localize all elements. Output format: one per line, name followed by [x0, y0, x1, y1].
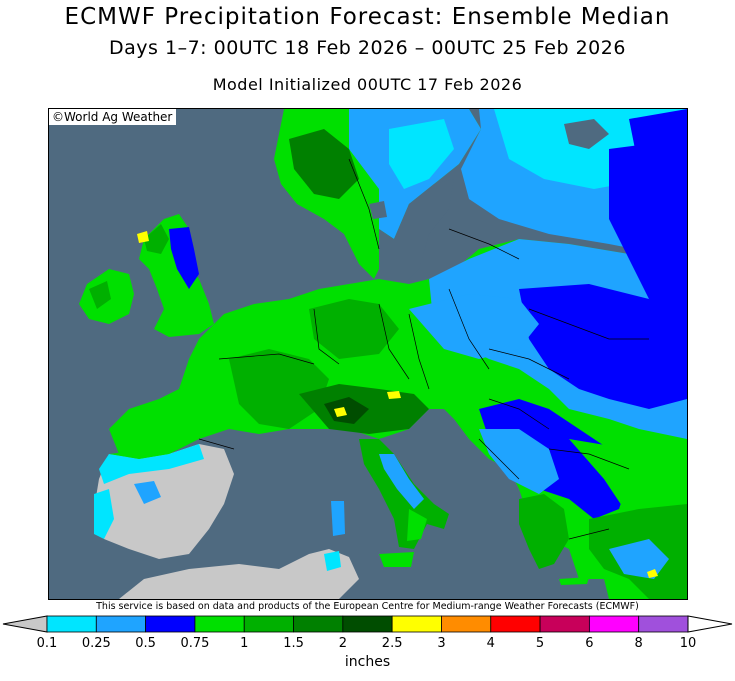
turkey-yellow: [647, 569, 658, 578]
scale-label: 3: [437, 636, 446, 651]
crete: [559, 577, 589, 585]
forecast-period: Days 1–7: 00UTC 18 Feb 2026 – 00UTC 25 F…: [109, 37, 626, 59]
scale-label: 0.1: [36, 636, 58, 651]
balkans-lightblue: [479, 429, 559, 494]
sicily: [379, 552, 414, 567]
scale-label: 10: [679, 636, 697, 651]
scale-swatch: [145, 615, 196, 633]
model-init-time: Model Initialized 00UTC 17 Feb 2026: [212, 75, 523, 94]
scale-swatch: [391, 615, 442, 633]
scale-label: 6: [585, 636, 594, 651]
scotland-darkgreen: [144, 224, 169, 254]
scale-label: 0.5: [135, 636, 156, 651]
baltic-sea: [379, 179, 454, 289]
scale-label: 5: [535, 636, 545, 651]
iberia-blue: [134, 481, 161, 504]
copyright-label: ©World Ag Weather: [49, 109, 177, 125]
france-darkgreen: [229, 349, 329, 429]
scale-label: 2: [338, 636, 347, 651]
russia-blue: [609, 139, 687, 319]
greece: [519, 494, 569, 569]
color-scale-labels: 0.1 0.25 0.5 0.75 1 1.5 2 2.5 3 4 5 6 8 10: [0, 636, 735, 656]
iberia-west-cyan: [94, 489, 114, 539]
iberia-north-cyan: [99, 444, 204, 484]
north-africa: [119, 549, 359, 599]
scale-swatch: [539, 615, 590, 633]
white-sea-grey: [564, 119, 609, 149]
romania-green: [569, 439, 687, 529]
map-title: ECMWF Precipitation Forecast: Ensemble M…: [64, 4, 671, 30]
scale-label: 8: [634, 636, 643, 651]
norway-coast-grey: [369, 201, 387, 219]
scale-swatch: [638, 615, 689, 633]
iberia-north-green: [109, 439, 199, 459]
scale-swatch: [342, 615, 393, 633]
scale-label: 1.5: [283, 636, 304, 651]
alps-yellow-1: [334, 407, 347, 417]
scale-label: 0.75: [180, 636, 210, 651]
scale-label: 4: [486, 636, 495, 651]
scale-swatch: [46, 615, 97, 633]
country-borders: [198, 158, 649, 540]
ireland-darkgreen: [89, 281, 111, 309]
turkey-blue: [609, 539, 669, 579]
scale-swatch: [490, 615, 541, 633]
scale-label: 2.5: [381, 636, 403, 651]
italy-south-green: [407, 509, 427, 541]
scale-arrow-high: [687, 615, 733, 633]
scandinavia-cyan: [389, 119, 454, 189]
scale-label: 1: [240, 636, 249, 651]
scale-swatch: [95, 615, 147, 633]
scale-swatch: [194, 615, 245, 633]
scale-swatch: [293, 615, 344, 633]
tunisia-cyan: [324, 551, 341, 571]
scale-label: 0.25: [81, 636, 111, 651]
sardinia: [331, 501, 345, 536]
scale-swatch: [588, 615, 640, 633]
scotland-yellow: [137, 231, 149, 243]
precipitation-map: [48, 108, 688, 600]
scale-arrow-low: [2, 615, 48, 633]
scandinavia-dark: [289, 129, 359, 199]
alps-yellow-2: [387, 391, 401, 399]
east-deepblue: [519, 284, 687, 409]
units-label: inches: [344, 654, 391, 670]
data-source-disclaimer: This service is based on data and produc…: [96, 601, 639, 612]
italy-blue: [379, 454, 424, 509]
alps-core: [324, 397, 369, 424]
scale-swatch: [441, 615, 492, 633]
gb-blue: [169, 227, 199, 289]
scale-swatch: [243, 615, 294, 633]
color-scale-bar: [2, 615, 733, 633]
germany-green: [309, 299, 399, 359]
poland-blue: [409, 294, 539, 359]
